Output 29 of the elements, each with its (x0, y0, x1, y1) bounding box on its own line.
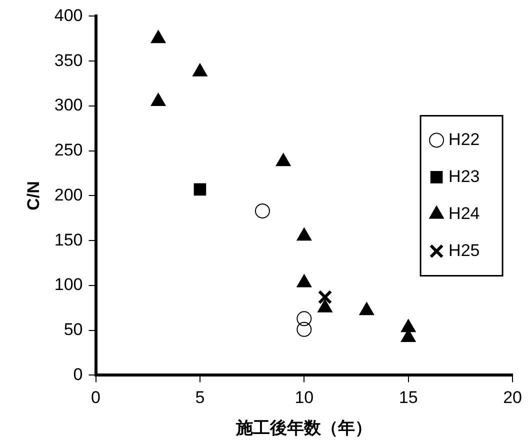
y-tick-label: 0 (73, 364, 83, 384)
legend-label: H25 (448, 240, 480, 260)
point (192, 63, 208, 76)
x-tick-label: 0 (91, 388, 100, 408)
y-tick-label: 350 (54, 50, 83, 70)
point (276, 153, 291, 166)
point (296, 228, 312, 241)
y-axis-title: C/N (24, 181, 43, 210)
legend-label: H22 (448, 130, 480, 149)
point (150, 92, 166, 106)
y-tick-label: 50 (64, 320, 83, 340)
x-tick-label: 5 (195, 388, 205, 408)
y-tick-label: 250 (54, 140, 83, 160)
x-tick-label: 15 (398, 388, 418, 408)
y-tick-label: 100 (54, 275, 83, 294)
y-tick-label: 400 (54, 6, 83, 25)
point (150, 30, 166, 44)
legend-label: H23 (448, 166, 480, 186)
point (359, 302, 374, 316)
x-tick-label: 20 (503, 388, 522, 408)
legend-label: H24 (448, 204, 480, 223)
point (318, 299, 332, 312)
point (296, 274, 312, 288)
y-tick-label: 150 (54, 230, 83, 250)
x-tick-label: 10 (294, 388, 314, 408)
x-axis-title: 施工後年数（年） (235, 418, 372, 438)
point (400, 319, 416, 332)
y-tick-label: 300 (54, 96, 83, 115)
y-tick-label: 200 (54, 185, 83, 204)
